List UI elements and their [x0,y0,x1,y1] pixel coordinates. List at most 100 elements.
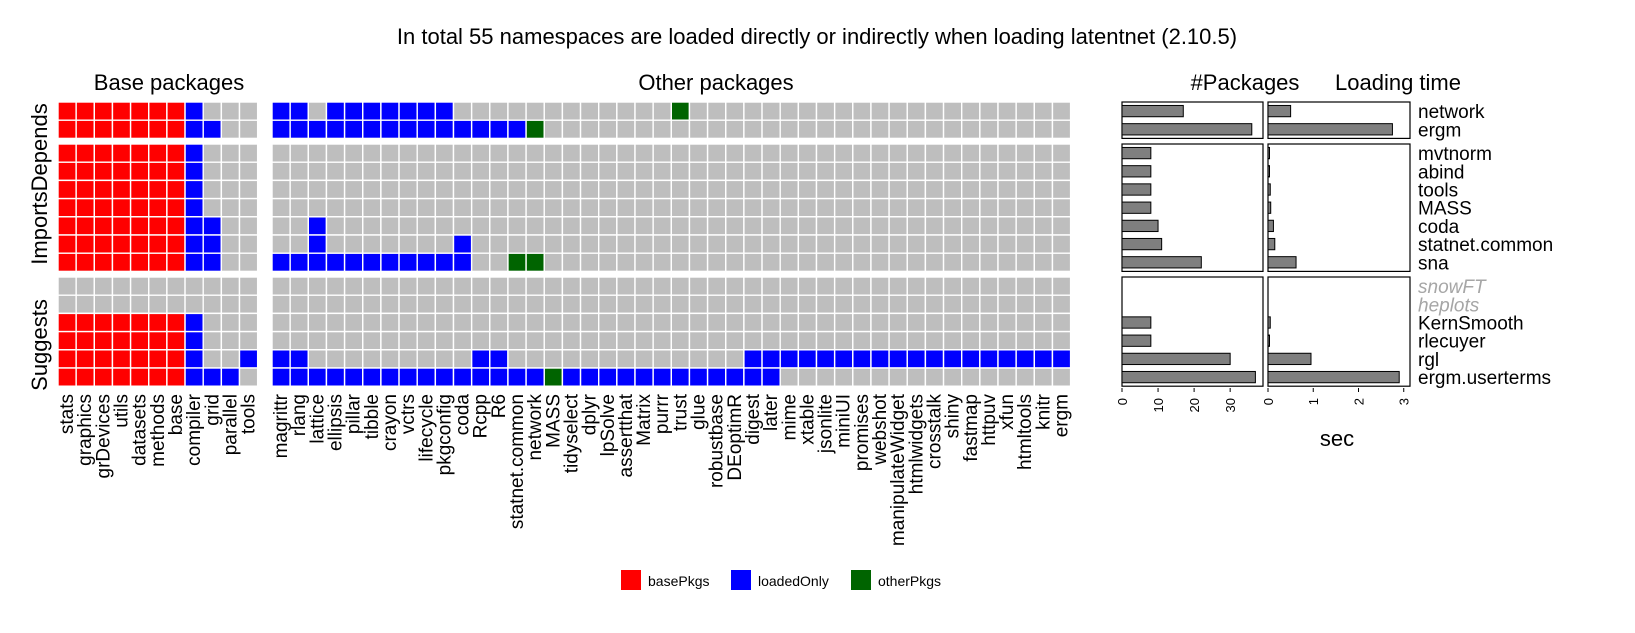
heatmap-cell [289,330,309,351]
heatmap-cell [670,143,691,163]
heatmap-cell [57,234,77,254]
heatmap-cell [416,161,437,182]
heatmap-cell [184,101,204,121]
heatmap-cell [852,294,872,315]
heatmap-cell [852,197,872,218]
heatmap-cell [57,312,77,333]
heatmap-cell [470,216,491,236]
heatmap-cell [852,276,872,296]
heatmap-cell [362,349,382,369]
row-label: heplots [1418,295,1480,316]
heatmap-cell [598,294,618,315]
heatmap-cell [271,119,291,140]
heatmap-cell [961,197,981,218]
heatmap-cell [57,143,77,163]
heatmap-cell [1051,119,1072,140]
heatmap-cell [761,294,781,315]
heatmap-cell [238,179,259,200]
heatmap-cell [870,234,890,254]
heatmap-cell [452,349,473,369]
heatmap-cell [706,143,727,163]
heatmap-cell [220,143,241,163]
heatmap-cell [129,101,150,121]
heatmap-cell [325,294,346,315]
heatmap-cell [743,330,763,351]
heatmap-cell [398,216,418,236]
heatmap-cell [343,234,364,254]
heatmap-cell [452,252,473,273]
heatmap-cell [888,276,908,296]
heatmap-cell [924,197,945,218]
heatmap-cell [852,216,872,236]
column-label: knitr [1033,393,1054,430]
heatmap-cell [289,276,309,296]
heatmap-cell [507,252,527,273]
heatmap-cell [833,349,854,369]
heatmap-cell [888,234,908,254]
column-label: tidyselect [561,393,582,473]
column-label: later [761,393,782,431]
heatmap-cell [434,216,455,236]
heatmap-cell [111,197,132,218]
heatmap-cell [725,101,745,121]
heatmap-cell [616,330,636,351]
heatmap-cell [398,252,418,273]
heatmap-cell [652,312,673,333]
heatmap-cell [870,161,890,182]
heatmap-cell [743,216,763,236]
heatmap-cell [362,101,382,121]
heatmap-cell [743,179,763,200]
heatmap-cell [652,119,673,140]
heatmap-cell [220,294,241,315]
heatmap-cell [725,294,745,315]
heatmap-cell [761,161,781,182]
heatmap-cell [289,234,309,254]
heatmap-cell [325,119,346,140]
heatmap-cell [111,252,132,273]
heatmap-cell [997,276,1017,296]
time-bar [1267,201,1272,214]
heatmap-cell [129,197,150,218]
heatmap-cell [111,119,132,140]
heatmap-cell [1033,330,1054,351]
heatmap-cell [57,330,77,351]
heatmap-cell [743,252,763,273]
column-label: ergm [1052,394,1073,437]
heatmap-cell [870,312,890,333]
heatmap-cell [979,312,999,333]
heatmap-cell [1015,143,1036,163]
heatmap-cell [111,367,132,387]
heatmap-cell [452,276,473,296]
heatmap-cell [343,252,364,273]
heatmap-cell [289,179,309,200]
heatmap-cell [706,252,727,273]
heatmap-cell [202,143,223,163]
heatmap-cell [852,349,872,369]
column-label: lpSolve [598,394,619,456]
heatmap-cell [1051,294,1072,315]
heatmap-cell [997,312,1017,333]
heatmap-cell [271,252,291,273]
heatmap-cell [579,349,600,369]
heatmap-cell [779,367,800,387]
column-label: digest [743,393,764,444]
heatmap-cell [634,276,654,296]
heatmap-cell [670,197,691,218]
heatmap-cell [129,367,150,387]
heatmap-cell [561,252,582,273]
heatmap-cell [1015,330,1036,351]
npkg-bar [1121,237,1163,251]
heatmap-cell [470,143,491,163]
heatmap-cell [579,197,600,218]
time-bar [1267,183,1271,196]
npkg-bar [1121,165,1152,178]
heatmap-cell [870,276,890,296]
heatmap-cell [343,330,364,351]
heatmap-cell [470,276,491,296]
heatmap-cell [489,349,509,369]
heatmap-cell [525,119,545,140]
heatmap-cell [779,216,800,236]
heatmap-cell [997,197,1017,218]
heatmap-cell [57,216,77,236]
heatmap-cell [1033,367,1054,387]
